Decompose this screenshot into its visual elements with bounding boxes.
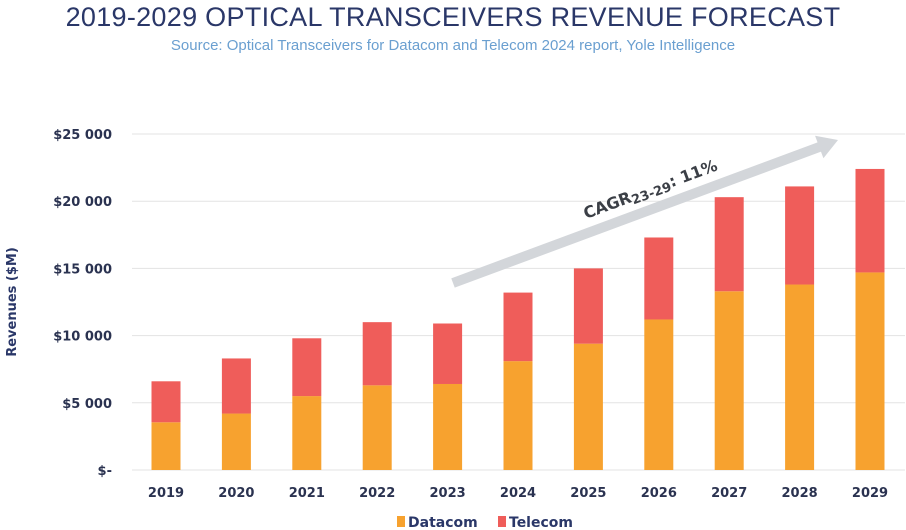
legend-swatch-datacom (397, 516, 405, 527)
bar-telecom-2026 (644, 237, 674, 320)
bar-telecom-2020 (221, 358, 251, 414)
y-tick-label: $25 000 (53, 128, 112, 143)
bar-datacom-2022 (362, 385, 392, 470)
x-tick-label: 2020 (218, 486, 254, 501)
bar-datacom-2024 (503, 361, 533, 470)
x-tick-label: 2027 (711, 486, 747, 501)
arrow-shaft (451, 141, 824, 288)
chart-title: 2019-2029 OPTICAL TRANSCEIVERS REVENUE F… (65, 2, 841, 32)
x-tick-label: 2021 (289, 486, 325, 501)
x-tick-label: 2029 (852, 486, 888, 501)
y-tick-label: $15 000 (53, 262, 112, 277)
y-tick-label: $- (98, 464, 112, 479)
bar-datacom-2028 (785, 284, 815, 470)
bar-telecom-2024 (503, 292, 533, 362)
bar-telecom-2019 (151, 381, 181, 423)
x-tick-label: 2023 (430, 486, 466, 501)
legend-swatch-telecom (498, 516, 506, 527)
y-tick-label: $10 000 (53, 330, 112, 345)
bar-telecom-2022 (362, 322, 392, 386)
bar-telecom-2021 (292, 338, 322, 397)
bar-datacom-2019 (151, 422, 181, 470)
y-tick-label: $20 000 (53, 195, 112, 210)
chart-subtitle: Source: Optical Transceivers for Datacom… (170, 37, 736, 54)
bar-datacom-2026 (644, 319, 674, 470)
x-tick-label: 2024 (500, 486, 536, 501)
legend-label-telecom: Telecom (509, 515, 573, 530)
bar-telecom-2028 (785, 186, 815, 285)
bar-datacom-2027 (714, 291, 744, 470)
bar-telecom-2023 (433, 323, 463, 384)
bar-datacom-2021 (292, 396, 322, 470)
arrow-head (815, 135, 838, 159)
y-axis-ticks: $- $5 000 $10 000 $15 000 $20 000 $25 000 (53, 128, 112, 479)
bar-telecom-2025 (573, 268, 603, 344)
x-tick-label: 2022 (359, 486, 395, 501)
bar-datacom-2029 (855, 272, 885, 470)
x-tick-label: 2025 (570, 486, 606, 501)
bars (151, 168, 885, 470)
y-tick-label: $5 000 (62, 397, 112, 412)
x-tick-label: 2019 (148, 486, 184, 501)
x-axis-ticks: 2019 2020 2021 2022 2023 2024 2025 2026 2027 2028… (148, 486, 888, 501)
y-axis-label: Revenues ($M) (5, 247, 20, 357)
legend: Datacom Telecom (397, 515, 573, 530)
bar-datacom-2025 (573, 343, 603, 470)
bar-telecom-2029 (855, 168, 885, 273)
bar-datacom-2023 (433, 383, 463, 470)
x-tick-label: 2026 (641, 486, 677, 501)
bar-telecom-2027 (714, 197, 744, 292)
x-tick-label: 2028 (782, 486, 818, 501)
bar-datacom-2020 (221, 413, 251, 470)
legend-label-datacom: Datacom (408, 515, 478, 530)
